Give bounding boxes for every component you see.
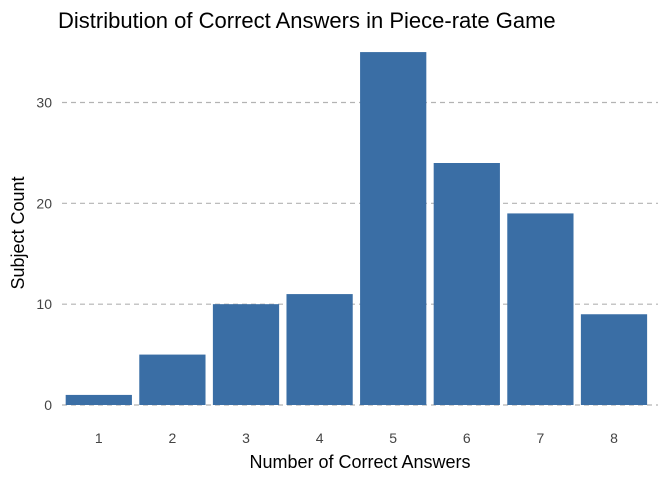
x-tick-label: 2 bbox=[169, 430, 177, 446]
bar-8 bbox=[580, 314, 648, 405]
x-tick-label: 6 bbox=[463, 430, 471, 446]
bar-6 bbox=[433, 163, 500, 405]
x-tick-label: 4 bbox=[316, 430, 324, 446]
bar-2 bbox=[139, 354, 206, 405]
bar-3 bbox=[212, 304, 280, 405]
x-tick-label: 5 bbox=[389, 430, 397, 446]
y-axis-ticks: 0 10 20 30 bbox=[36, 95, 52, 414]
chart-title: Distribution of Correct Answers in Piece… bbox=[58, 8, 556, 33]
y-axis-title: Subject Count bbox=[8, 176, 28, 289]
y-tick-label: 30 bbox=[36, 95, 52, 111]
x-tick-label: 7 bbox=[537, 430, 545, 446]
y-tick-label: 10 bbox=[36, 296, 52, 312]
bars bbox=[65, 52, 648, 405]
x-axis-ticks: 1 2 3 4 5 6 7 8 bbox=[95, 430, 618, 446]
x-axis-title: Number of Correct Answers bbox=[249, 452, 470, 472]
x-tick-label: 1 bbox=[95, 430, 103, 446]
bar-7 bbox=[507, 213, 574, 405]
x-tick-label: 3 bbox=[242, 430, 250, 446]
bar-4 bbox=[286, 294, 353, 405]
x-tick-label: 8 bbox=[610, 430, 618, 446]
y-tick-label: 20 bbox=[36, 195, 52, 211]
y-tick-label: 0 bbox=[44, 397, 52, 413]
bar-5 bbox=[360, 52, 427, 405]
bar-1 bbox=[65, 394, 132, 405]
